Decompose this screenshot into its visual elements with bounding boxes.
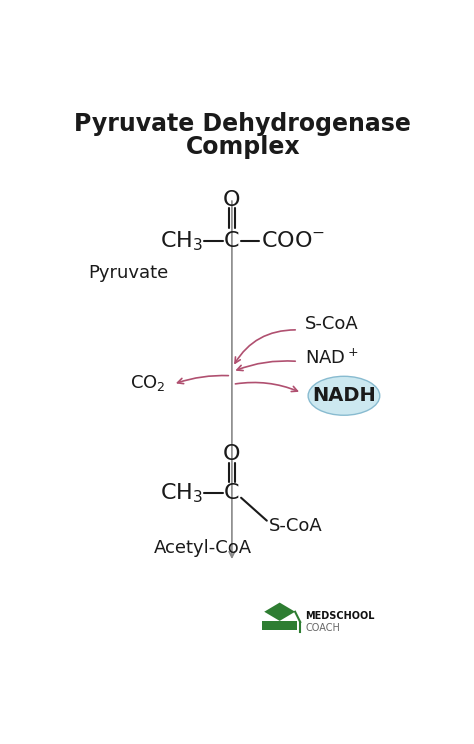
Polygon shape xyxy=(264,603,295,621)
Text: S-CoA: S-CoA xyxy=(305,315,359,333)
Text: CO$_2$: CO$_2$ xyxy=(130,373,166,393)
Text: C: C xyxy=(224,231,240,251)
Text: COACH: COACH xyxy=(305,623,340,633)
Text: MEDSCHOOL: MEDSCHOOL xyxy=(305,612,375,621)
Text: CH$_3$: CH$_3$ xyxy=(160,229,202,253)
Text: Pyruvate: Pyruvate xyxy=(89,263,169,281)
Text: O: O xyxy=(223,190,241,210)
Text: COO$^{-}$: COO$^{-}$ xyxy=(261,231,325,251)
Text: NAD$^+$: NAD$^+$ xyxy=(305,349,359,368)
FancyArrowPatch shape xyxy=(237,361,295,371)
Text: CH$_3$: CH$_3$ xyxy=(160,481,202,505)
FancyArrowPatch shape xyxy=(235,330,295,363)
Text: Complex: Complex xyxy=(186,135,300,158)
Text: S-CoA: S-CoA xyxy=(269,517,322,536)
Text: Pyruvate Dehydrogenase: Pyruvate Dehydrogenase xyxy=(74,112,411,135)
Text: NADH: NADH xyxy=(312,386,376,405)
Text: Acetyl-CoA: Acetyl-CoA xyxy=(154,539,252,557)
Text: O: O xyxy=(223,444,241,464)
Ellipse shape xyxy=(308,376,380,415)
FancyArrowPatch shape xyxy=(236,382,297,391)
FancyArrowPatch shape xyxy=(178,376,228,384)
Text: C: C xyxy=(224,483,240,503)
Polygon shape xyxy=(262,621,297,630)
